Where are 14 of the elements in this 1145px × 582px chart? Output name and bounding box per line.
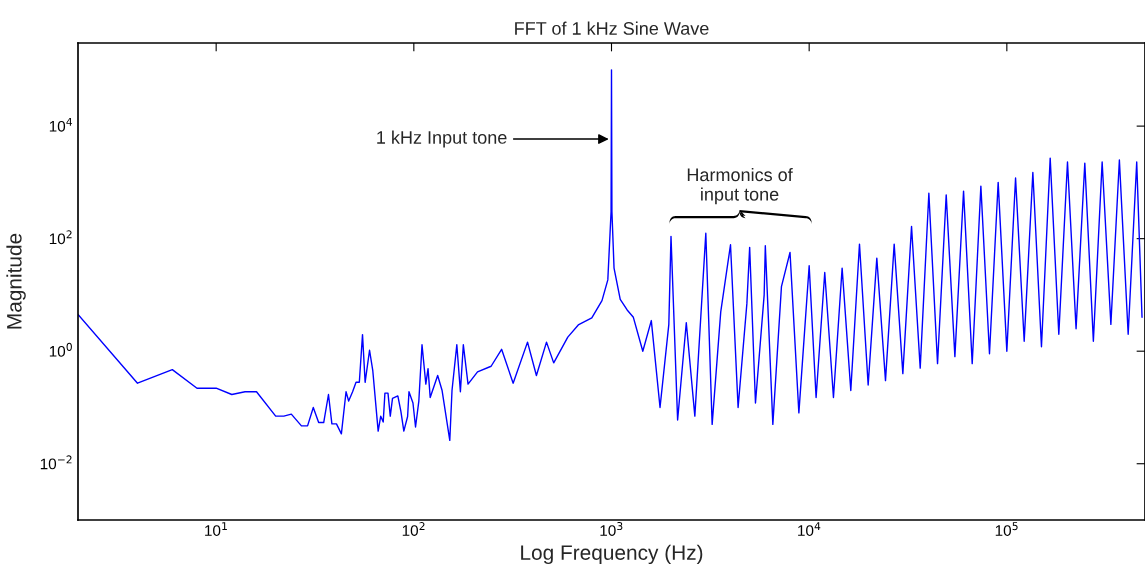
y-axis-title: Magnitude [6, 233, 26, 329]
x-tick-label: 10$^{5}$ [995, 522, 1018, 536]
y-tick-label: 10$^{0}$ [49, 342, 72, 357]
x-axis-title: Log Frequency (Hz) [521, 544, 703, 565]
x-tick-label: 10$^{1}$ [205, 522, 227, 536]
annotation: 1 kHz Input tone [377, 130, 507, 148]
y-tick-label: 10$^{2}$ [49, 230, 72, 245]
annotation: Harmonics of input tone [687, 167, 793, 205]
chart-title: FFT of 1 kHz Sine Wave [515, 21, 709, 35]
y-tick-label: 10$^{−2}$ [40, 455, 72, 470]
x-tick-label: 10$^{2}$ [402, 522, 425, 536]
x-tick-label: 10$^{4}$ [798, 522, 821, 536]
y-tick-label: 10$^{4}$ [49, 117, 73, 132]
x-tick-label: 10$^{3}$ [600, 522, 623, 536]
